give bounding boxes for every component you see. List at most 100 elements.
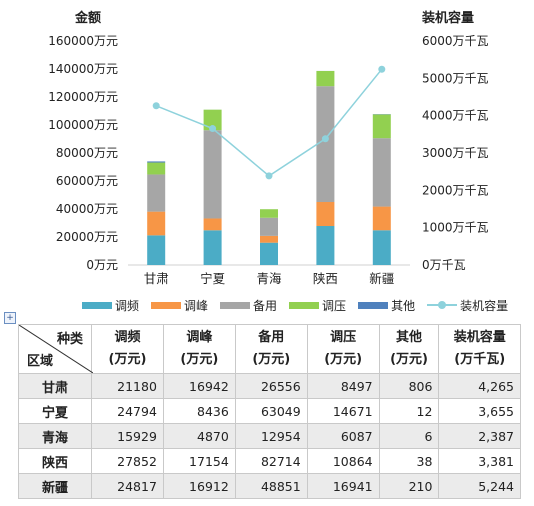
category-label: 青海 [256,271,282,286]
right-tick-label: 1000万千瓦 [422,221,489,235]
value-cell: 806 [378,373,440,399]
bar-segment-备用 [203,130,222,219]
value-cell: 82714 [234,448,308,474]
bar-segment-调压 [203,109,222,131]
value-cell: 27852 [91,448,164,474]
value-cell: 5,244 [438,473,521,499]
table-row: 甘肃 21180 16942 26556 8497 806 4,265 [18,373,521,399]
bar-segment-调峰 [372,206,391,231]
header-unit: (万千瓦) [454,352,506,367]
bar-segment-备用 [260,217,278,236]
bar-segment-调峰 [316,201,335,227]
left-tick-label: 20000万元 [56,230,118,244]
bar-segment-调频 [147,235,166,265]
value-cell: 63049 [234,398,308,424]
table-row: 陕西 27852 17154 82714 10864 38 3,381 [18,448,521,474]
table-row: 宁夏 24794 8436 63049 14671 12 3,655 [18,398,521,424]
table-header-cell: 调频 (万元) [91,324,164,374]
chart-canvas: 金额 装机容量 0万元 20000万元 40000万元 60000万元 80000万元 100… [48,10,489,286]
header-unit: (万元) [390,352,428,367]
bar-segment-调频 [372,230,391,265]
line-point [209,125,217,133]
legend-label: 调峰 [184,298,209,313]
bar-segment-其他 [147,161,166,163]
value-cell: 12 [378,398,440,424]
region-cell: 甘肃 [18,373,92,399]
table-header-cell: 调压 (万元) [306,324,380,374]
bar-segment-调峰 [260,235,278,243]
left-tick-label: 120000万元 [48,90,118,104]
value-cell: 24794 [91,398,164,424]
legend-swatch [289,301,320,309]
chart-legend: 调频 调峰 备用 调压 其他 装机容量 [82,296,522,314]
corner-bottom-label: 区域 [27,354,54,369]
right-tick-label: 0万千瓦 [422,258,466,272]
bar-segment-备用 [316,86,335,202]
left-tick-label: 140000万元 [48,62,118,76]
region-cell: 新疆 [18,473,92,499]
header-unit: (万元) [180,352,219,367]
value-cell: 17154 [162,448,236,474]
value-cell: 8436 [162,398,236,424]
category-label: 甘肃 [144,271,169,286]
header-name: 装机容量 [453,330,506,345]
bar-segment-调峰 [147,211,166,236]
bar-segment-调频 [203,230,222,265]
line-series-装机容量 [155,68,383,177]
value-cell: 6087 [306,423,380,449]
legend-swatch [358,301,389,309]
table-header-cell: 调峰 (万元) [162,324,236,374]
category-label: 宁夏 [200,271,226,286]
line-point [321,135,329,143]
header-unit: (万元) [252,352,291,367]
legend-item: 调压 [289,297,346,314]
table-corner-cell: 种类 区域 [18,324,93,374]
header-name: 调峰 [186,330,213,345]
table-header-cell: 装机容量 (万千瓦) [438,324,521,374]
legend-item: 其他 [358,297,415,314]
category-label: 陕西 [313,271,338,286]
value-cell: 8497 [306,373,380,399]
left-tick-label: 60000万元 [56,174,118,188]
legend-item: 备用 [220,297,277,314]
bar-segment-调频 [260,242,278,265]
value-cell: 16912 [162,473,236,499]
table-header-row: 种类 区域 调频 (万元) 调峰 (万元) 备用 (万元) 调压 (万元) 其他 (万元) 装机容量… [18,324,521,374]
value-cell: 12954 [234,423,308,449]
table-header-cell: 备用 (万元) [234,324,308,374]
header-name: 备用 [258,330,285,345]
legend-label: 其他 [391,298,416,313]
legend-swatch [151,301,182,309]
legend-swatch [220,301,251,309]
legend-label: 装机容量 [460,298,509,313]
legend-item: 调频 [82,297,139,314]
region-cell: 青海 [18,423,92,449]
header-name: 调压 [330,330,357,345]
region-cell: 宁夏 [18,398,92,424]
corner-top-label: 种类 [56,332,83,347]
header-unit: (万元) [108,352,147,367]
value-cell: 10864 [306,448,380,474]
value-cell: 15929 [91,423,164,449]
value-cell: 210 [378,473,440,499]
value-cell: 26556 [234,373,308,399]
value-cell: 16942 [162,373,236,399]
value-cell: 16941 [306,473,380,499]
bar-segment-调频 [316,226,335,265]
value-cell: 48851 [234,473,308,499]
legend-item: 装机容量 [427,297,508,314]
value-cell: 3,381 [438,448,521,474]
header-unit: (万元) [324,352,363,367]
line-point [378,65,386,73]
value-cell: 6 [378,423,440,449]
table-move-handle-icon[interactable]: + [4,312,16,324]
value-cell: 24817 [91,473,164,499]
bar-segment-调压 [260,209,278,218]
table-header-cell: 其他 (万元) [378,324,440,374]
bar-segment-调压 [147,162,166,175]
left-tick-label: 100000万元 [48,118,118,132]
legend-line-marker [427,300,458,310]
header-name: 其他 [396,330,423,345]
value-cell: 14671 [306,398,380,424]
bar-segment-备用 [372,138,391,207]
